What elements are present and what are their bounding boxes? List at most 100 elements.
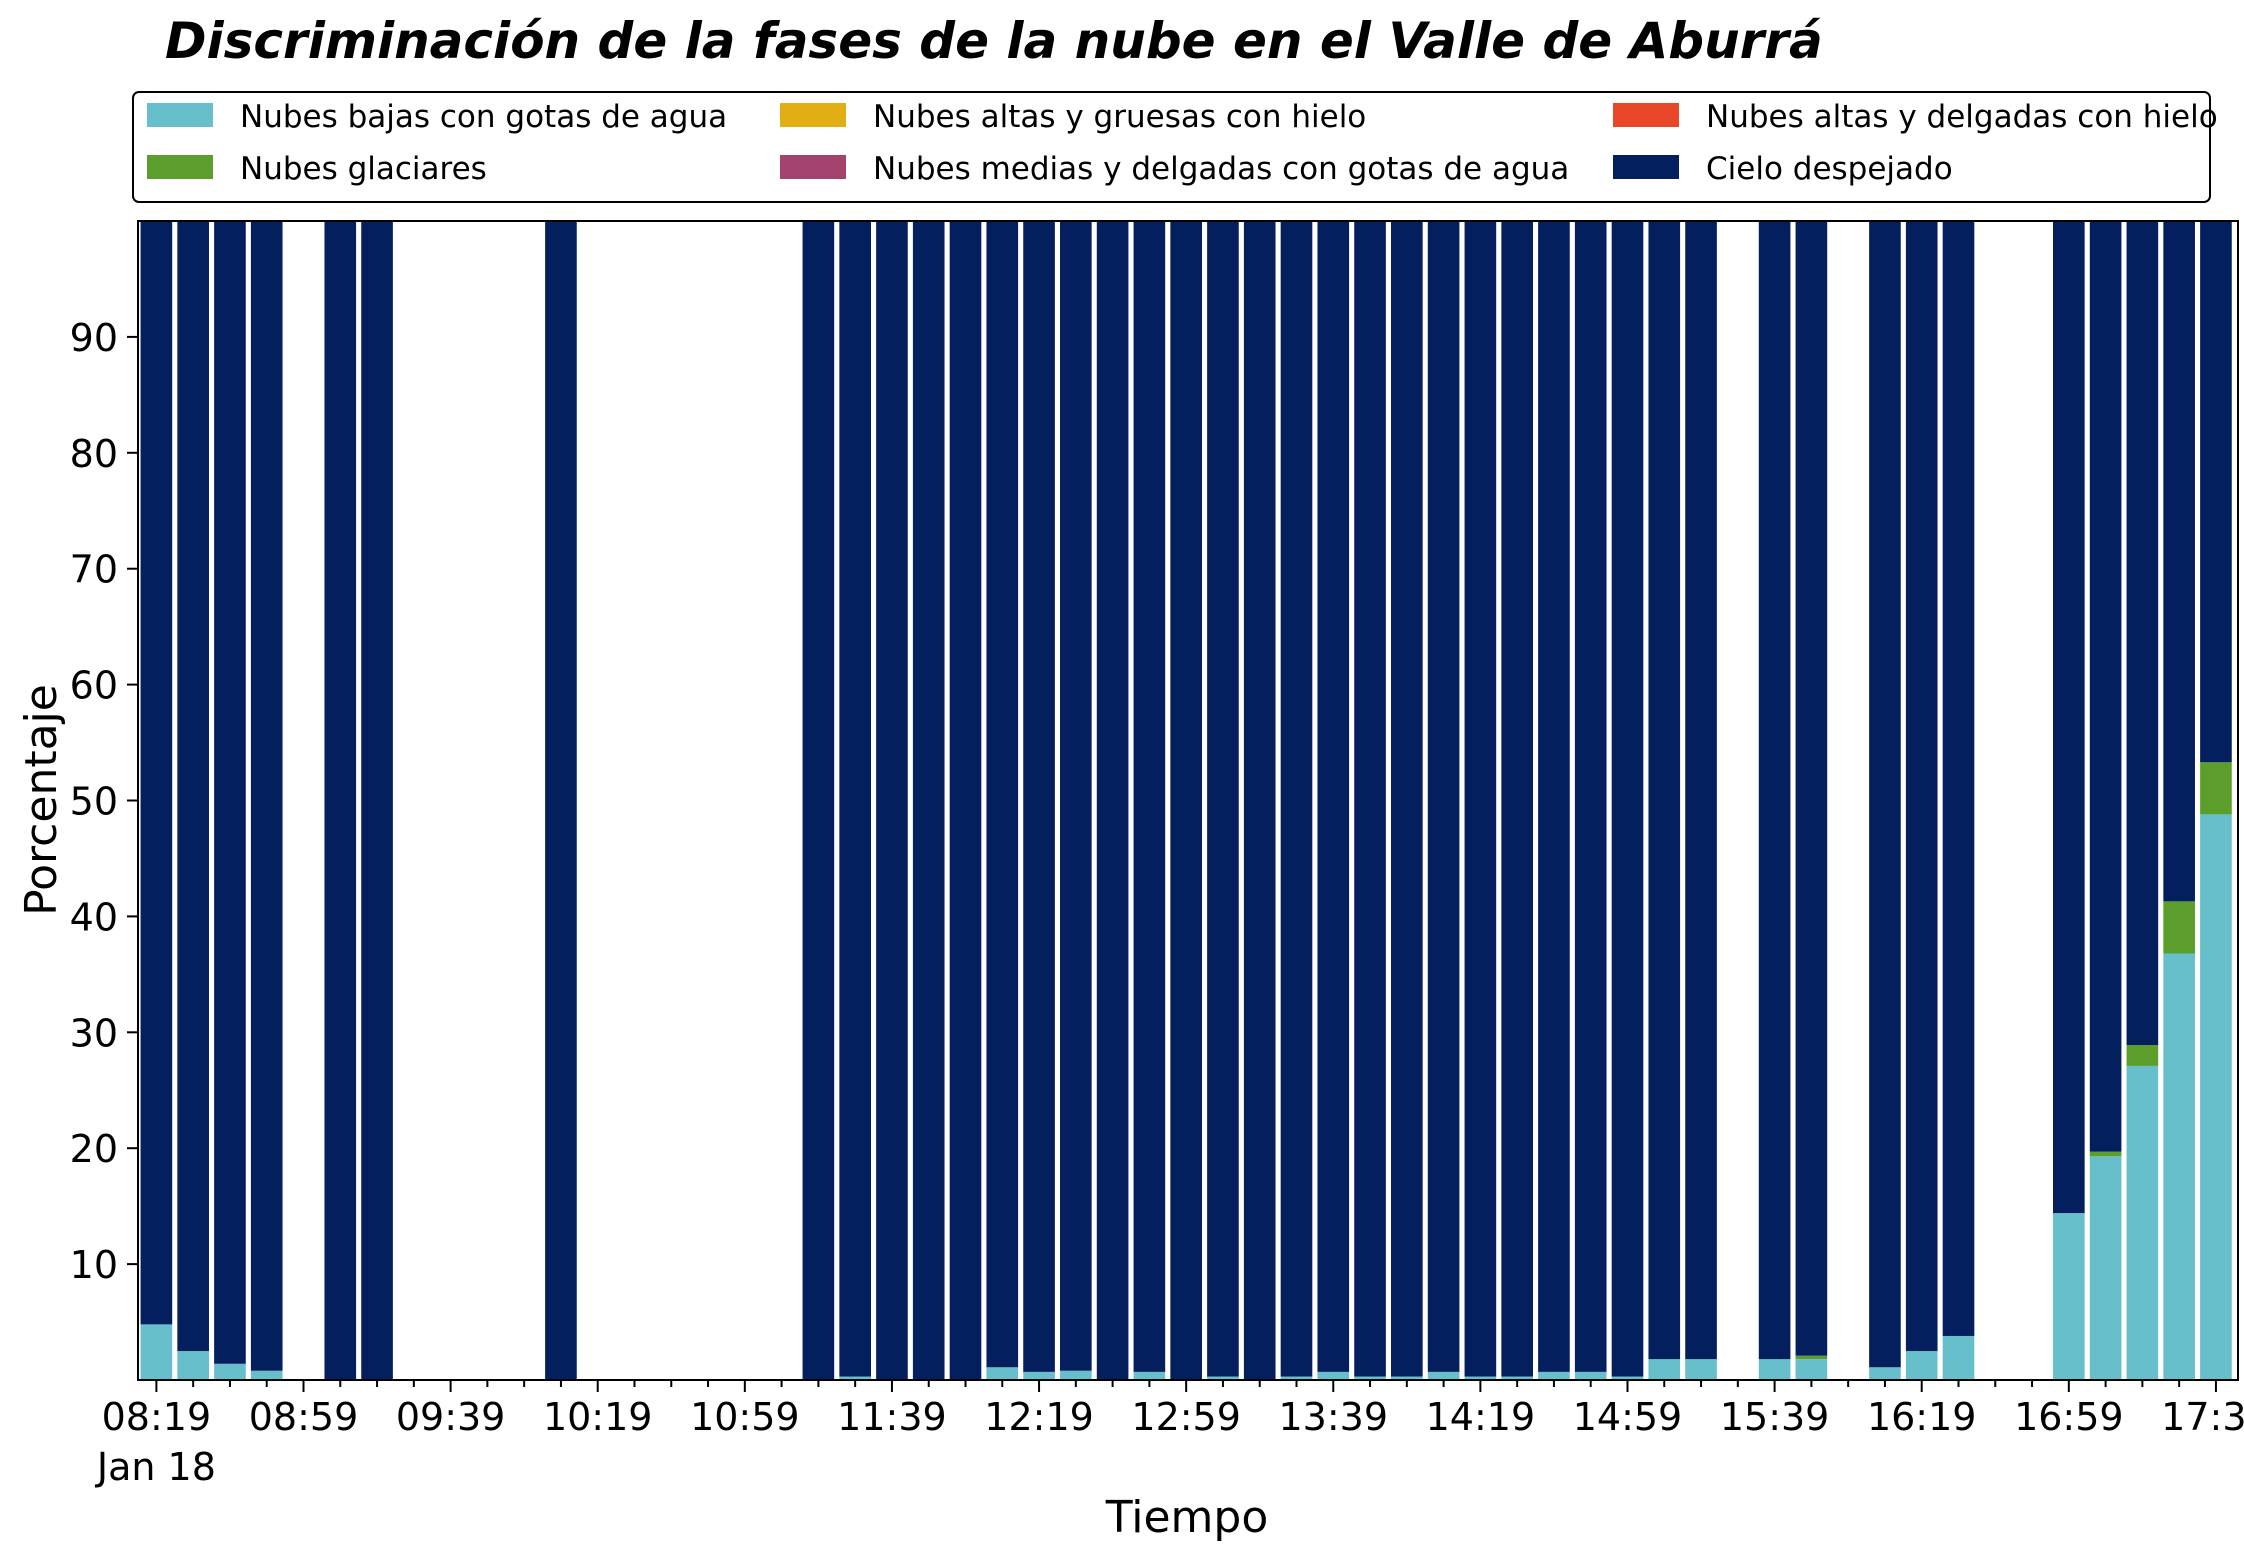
y-tick-label: 50: [70, 780, 118, 824]
bar-stack: [1942, 221, 1975, 1380]
bar-segment: [1280, 221, 1313, 1377]
bar-segment: [2126, 1045, 2159, 1066]
legend-label: Nubes altas y gruesas con hielo: [873, 99, 1366, 135]
bar-segment: [1758, 221, 1791, 1360]
bar-segment: [1942, 1335, 1975, 1380]
legend-label: Nubes glaciares: [240, 151, 487, 187]
x-tick-label: 14:19: [1426, 1395, 1536, 1439]
bar-stack: [839, 221, 871, 1380]
x-tick-label: 16:19: [1867, 1395, 1977, 1439]
bar-segment: [986, 221, 1019, 1368]
bar-segment: [1538, 221, 1570, 1372]
bar-stack: [1795, 221, 1828, 1380]
x-tick-label: 12:19: [984, 1395, 1094, 1439]
bar-segment: [1869, 1367, 1901, 1380]
bar-segment: [1207, 1376, 1239, 1380]
bar-segment: [839, 221, 871, 1377]
bar-segment: [361, 221, 393, 1380]
bar-segment: [1317, 221, 1350, 1372]
bar-segment: [1354, 221, 1386, 1377]
bar-stack: [250, 221, 283, 1380]
bar-segment: [1611, 221, 1644, 1377]
bar-segment: [2089, 1156, 2122, 1380]
bar-segment: [1280, 1376, 1313, 1380]
bar-segment: [1464, 1376, 1497, 1380]
bar-stack: [1685, 221, 1717, 1380]
bar-segment: [2126, 221, 2159, 1046]
legend-swatch: [780, 103, 846, 127]
bar-segment: [250, 221, 283, 1371]
bar-stack: [2200, 221, 2232, 1380]
x-axis-label: Tiempo: [1105, 1492, 1269, 1543]
bar-segment: [802, 221, 835, 1380]
bar-segment: [1795, 1355, 1828, 1360]
legend-label: Cielo despejado: [1706, 151, 1953, 187]
bar-segment: [2126, 1065, 2159, 1380]
bar-segment: [1685, 1359, 1717, 1380]
x-axis: 08:19 08:59 09:39 10:19 10:59 11:39 12:19 12:59…: [95, 1380, 2244, 1489]
bar-segment: [1611, 1376, 1644, 1380]
x-tick-label: 10:59: [690, 1395, 800, 1439]
bar-stack: [1391, 221, 1423, 1380]
bar-stack: [2126, 221, 2159, 1380]
legend-item: Cielo despejado: [1613, 151, 1953, 187]
bar-segment: [1905, 221, 1938, 1352]
bar-segment: [2089, 1151, 2122, 1157]
bar-segment: [1060, 1370, 1092, 1380]
bar-segment: [1096, 221, 1129, 1380]
bar-stack: [1133, 221, 1166, 1380]
bar-segment: [177, 221, 209, 1352]
bar-stack: [1905, 221, 1938, 1380]
bar-segment: [2163, 221, 2195, 902]
bar-stack: [876, 221, 908, 1380]
bar-segment: [1133, 1371, 1166, 1380]
plot-area: 10 20 30 40 50 60 70 80 90 08:19 08:59 09:39 10:19 1…: [70, 220, 2244, 1489]
bar-segment: [1574, 221, 1607, 1372]
legend-item: Nubes glaciares: [147, 151, 487, 187]
bar-stack: [1758, 221, 1791, 1380]
bar-segment: [1685, 221, 1717, 1360]
bar-segment: [2163, 953, 2195, 1380]
y-tick-label: 80: [70, 432, 118, 476]
bar-segment: [214, 1363, 246, 1380]
bar-segment: [912, 221, 945, 1380]
bar-stack: [1243, 221, 1276, 1380]
bar-segment: [250, 1370, 283, 1380]
bar-stack: [324, 221, 357, 1380]
legend: Nubes bajas con gotas de agua Nubes glaci…: [132, 91, 2218, 203]
bar-segment: [1464, 221, 1497, 1377]
bar-segment: [1023, 1371, 1055, 1380]
x-tick-label: 08:19: [102, 1395, 212, 1439]
y-tick-label: 70: [70, 548, 118, 592]
bar-stack: [1096, 221, 1129, 1380]
bar-stack: [912, 221, 945, 1380]
bar-stack: [1060, 221, 1092, 1380]
legend-swatch: [1613, 155, 1679, 179]
bar-segment: [2200, 814, 2232, 1380]
legend-swatch: [147, 155, 213, 179]
y-tick-label: 30: [70, 1011, 118, 1055]
bar-stack: [1354, 221, 1386, 1380]
x-tick-label: 11:39: [837, 1395, 947, 1439]
bar-stack: [1501, 221, 1533, 1380]
bar-segment: [2053, 221, 2085, 1214]
bar-segment: [2200, 762, 2232, 815]
bar-stack: [1611, 221, 1644, 1380]
bar-stack: [140, 221, 173, 1380]
x-tick-label: 10:19: [543, 1395, 653, 1439]
bar-segment: [545, 221, 577, 1380]
bar-stack: [2089, 221, 2122, 1380]
x-tick-label: 13:39: [1279, 1395, 1389, 1439]
bar-stack: [1574, 221, 1607, 1380]
bar-stack: [1023, 221, 1055, 1380]
legend-label: Nubes bajas con gotas de agua: [240, 99, 727, 135]
bar-segment: [1354, 1376, 1386, 1380]
bar-segment: [1648, 221, 1681, 1360]
bar-segment: [1391, 221, 1423, 1377]
legend-item: Nubes altas y gruesas con hielo: [780, 99, 1366, 135]
bar-segment: [1795, 1359, 1828, 1380]
bar-segment: [1869, 221, 1901, 1368]
legend-frame: [132, 91, 2211, 203]
bar-stack: [802, 221, 835, 1380]
y-axis-label: Porcentaje: [16, 684, 67, 916]
